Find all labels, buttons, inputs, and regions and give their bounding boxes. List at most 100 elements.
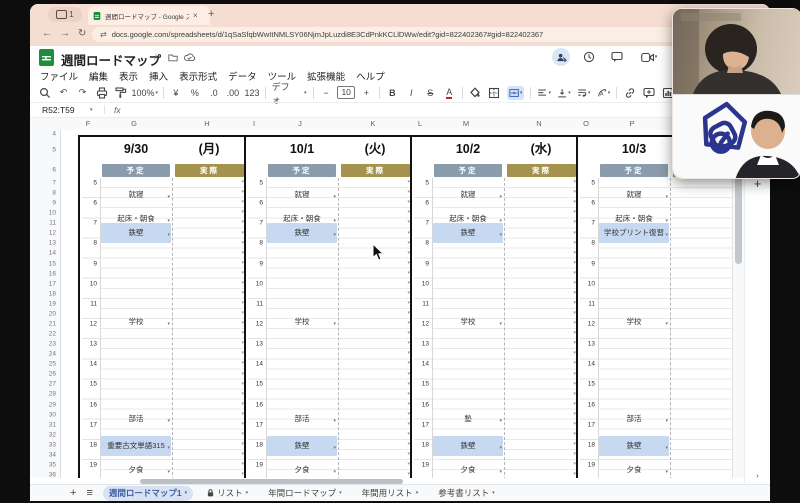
- search-icon[interactable]: [38, 86, 51, 100]
- event-cell[interactable]: 夕食 ▾: [294, 465, 337, 476]
- event-cell[interactable]: 部活 ▾: [294, 413, 337, 424]
- column-header-I[interactable]: I: [252, 119, 256, 128]
- actual-cell-dropdown-icon[interactable]: ▾: [407, 249, 410, 256]
- event-cell[interactable]: 就寝 ▾: [294, 190, 337, 201]
- sheet-tab-年間ロードマップ[interactable]: 年間ロードマップ ▾: [268, 488, 342, 498]
- forward-button[interactable]: →: [60, 28, 70, 39]
- row-headers[interactable]: 4 5 6 7 8 9 10 11 12 13 14 15 16 17 18 19 20 21 22 23 24 25 26…: [30, 130, 61, 478]
- format-currency-button[interactable]: ¥: [173, 87, 179, 98]
- actual-cell-dropdown-icon[interactable]: ▾: [241, 430, 244, 437]
- row-header-11[interactable]: 11: [49, 219, 56, 227]
- zoom-select-dropdown-icon[interactable]: ▾: [155, 89, 159, 96]
- actual-cell-dropdown-icon[interactable]: ▾: [573, 229, 576, 236]
- actual-cell-dropdown-icon[interactable]: ▾: [407, 400, 410, 407]
- actual-cell-dropdown-icon[interactable]: ▾: [407, 461, 410, 468]
- sheet-tab-menu-icon[interactable]: ▾: [184, 490, 188, 496]
- actual-cell-dropdown-icon[interactable]: ▾: [407, 229, 410, 236]
- event-dropdown-icon[interactable]: ▾: [665, 218, 668, 225]
- text-wrap-icon[interactable]: ▾: [577, 86, 591, 100]
- actual-cell-dropdown-icon[interactable]: ▾: [573, 279, 576, 286]
- actual-cell-dropdown-icon[interactable]: ▾: [241, 249, 244, 256]
- actual-cell-dropdown-icon[interactable]: ▾: [573, 370, 576, 377]
- event-cell[interactable]: 部活 ▾: [128, 413, 171, 424]
- event-cell[interactable]: 学校プリント復習 ▾: [604, 228, 668, 239]
- event-cell[interactable]: 就寝 ▾: [460, 190, 503, 201]
- actual-cell-dropdown-icon[interactable]: ▾: [241, 219, 244, 226]
- actual-cell-dropdown-icon[interactable]: ▾: [241, 269, 244, 276]
- actual-cell-dropdown-icon[interactable]: ▾: [573, 259, 576, 266]
- actual-cell-dropdown-icon[interactable]: ▾: [241, 330, 244, 337]
- date-cell[interactable]: 9/30: [123, 142, 149, 156]
- row-header-35[interactable]: 35: [48, 461, 56, 469]
- actual-cell-dropdown-icon[interactable]: ▾: [407, 420, 410, 427]
- row-header-29[interactable]: 29: [48, 401, 56, 409]
- address-bar[interactable]: ⇄ docs.google.com/spreadsheets/d/1qSaSfq…: [92, 27, 770, 42]
- event-dropdown-icon[interactable]: ▾: [499, 469, 502, 476]
- column-headers[interactable]: F G H I J K L M N O P: [30, 117, 733, 131]
- column-header-N[interactable]: N: [536, 119, 542, 128]
- name-box-dropdown-icon[interactable]: ▾: [90, 107, 93, 113]
- event-dropdown-icon[interactable]: ▾: [333, 469, 336, 476]
- actual-cell-dropdown-icon[interactable]: ▾: [407, 380, 410, 387]
- sheet-tab-参考書リスト[interactable]: 参考書リスト ▾: [438, 488, 495, 498]
- event-cell[interactable]: 鉄壁 ▾: [460, 440, 503, 451]
- actual-cell-dropdown-icon[interactable]: ▾: [573, 199, 576, 206]
- actual-cell-dropdown-icon[interactable]: ▾: [241, 370, 244, 377]
- event-dropdown-icon[interactable]: ▾: [333, 417, 336, 424]
- menu-item[interactable]: 編集: [89, 72, 109, 83]
- italic-button[interactable]: I: [410, 87, 413, 98]
- decrease-decimal-button[interactable]: .0: [210, 87, 218, 98]
- actual-cell-dropdown-icon[interactable]: ▾: [241, 229, 244, 236]
- actual-cell-dropdown-icon[interactable]: ▾: [573, 249, 576, 256]
- event-dropdown-icon[interactable]: ▾: [499, 218, 502, 225]
- event-cell[interactable]: 学校 ▾: [460, 317, 503, 327]
- actual-cell-dropdown-icon[interactable]: ▾: [573, 441, 576, 448]
- borders-icon[interactable]: [488, 86, 501, 100]
- event-dropdown-icon[interactable]: ▾: [499, 321, 502, 327]
- column-header-L[interactable]: L: [417, 119, 423, 128]
- get-addons-button[interactable]: +: [753, 176, 762, 191]
- event-cell[interactable]: 鉄壁 ▾: [294, 440, 337, 451]
- event-dropdown-icon[interactable]: ▾: [665, 194, 668, 201]
- font-select-button[interactable]: デフォ… ▾: [271, 81, 307, 105]
- actual-cell-dropdown-icon[interactable]: ▾: [241, 259, 244, 266]
- row-header-15[interactable]: 15: [48, 260, 56, 268]
- vertical-align-dropdown-icon[interactable]: ▾: [568, 89, 571, 96]
- actual-cell-dropdown-icon[interactable]: ▾: [573, 340, 576, 347]
- actual-cell-dropdown-icon[interactable]: ▾: [573, 300, 576, 307]
- time-column[interactable]: 5 6 7 8 9 10 11 12 13 14 15 16 17 18 19: [414, 178, 432, 478]
- menu-item[interactable]: 拡張機能: [307, 72, 346, 83]
- merge-cells-icon[interactable]: ▾: [506, 85, 525, 100]
- event-dropdown-icon[interactable]: ▾: [333, 321, 336, 327]
- event-dropdown-icon[interactable]: ▾: [333, 232, 336, 239]
- sheet-tab-リスト[interactable]: リスト ▾: [201, 486, 254, 501]
- row-header-13[interactable]: 13: [48, 239, 56, 247]
- event-cell[interactable]: 学校 ▾: [128, 317, 171, 327]
- event-cell[interactable]: 鉄壁 ▾: [128, 228, 171, 239]
- plan-header-cell[interactable]: 予定: [600, 164, 668, 177]
- horizontal-align-dropdown-icon[interactable]: ▾: [548, 89, 552, 96]
- undo-button[interactable]: ↶: [59, 87, 68, 97]
- row-header-26[interactable]: 26: [48, 370, 56, 378]
- menu-item[interactable]: 挿入: [149, 72, 169, 83]
- meet-camera-icon[interactable]: ▾: [640, 48, 658, 66]
- event-cell[interactable]: 就寝 ▾: [626, 190, 669, 201]
- actual-cell-dropdown-icon[interactable]: ▾: [407, 471, 410, 478]
- highlighted-cell[interactable]: [101, 223, 171, 244]
- font-size-button[interactable]: 10: [337, 86, 355, 100]
- event-cell[interactable]: 起床・朝食 ▾: [117, 214, 170, 225]
- event-dropdown-icon[interactable]: ▾: [499, 194, 502, 201]
- row-header-17[interactable]: 17: [48, 280, 56, 288]
- row-header-23[interactable]: 23: [48, 340, 56, 348]
- comment-history-icon[interactable]: [608, 48, 626, 66]
- actual-cell-dropdown-icon[interactable]: ▾: [407, 360, 410, 367]
- actual-cell-dropdown-icon[interactable]: ▾: [407, 209, 410, 216]
- actual-cell-dropdown-icon[interactable]: ▾: [573, 350, 576, 357]
- actual-cell-dropdown-icon[interactable]: ▾: [573, 390, 576, 397]
- actual-cell-dropdown-icon[interactable]: ▾: [241, 461, 244, 468]
- horizontal-scrollbar-thumb[interactable]: [140, 479, 403, 484]
- actual-cell-dropdown-icon[interactable]: ▾: [573, 410, 576, 417]
- vertical-align-icon[interactable]: ▾: [557, 86, 571, 100]
- event-dropdown-icon[interactable]: ▾: [333, 194, 336, 201]
- row-header-30[interactable]: 30: [48, 411, 56, 419]
